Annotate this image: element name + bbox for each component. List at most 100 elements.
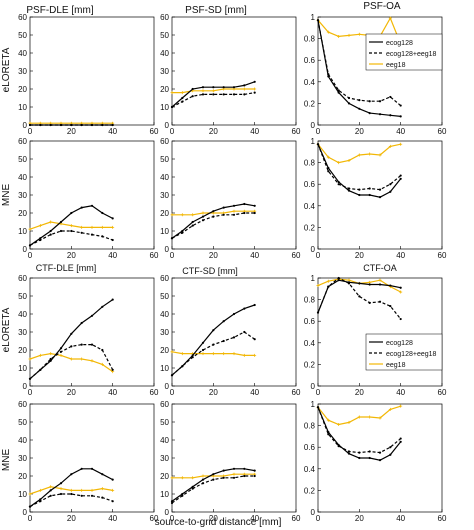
point-ecog128-eeg18 <box>337 183 340 186</box>
point-ecog128 <box>49 229 52 233</box>
point-ecog128-eeg18 <box>358 295 361 298</box>
point-ecog128 <box>70 211 73 215</box>
point-ecog128 <box>101 305 104 308</box>
x-tick-label: 40 <box>108 514 117 523</box>
panel-frame <box>317 140 443 250</box>
x-tick-label: 60 <box>150 514 159 523</box>
point-ecog128-eeg18 <box>201 219 205 222</box>
point-ecog128 <box>90 204 94 207</box>
point-ecog128-eeg18 <box>90 343 94 346</box>
x-tick-label: 0 <box>170 127 175 136</box>
point-ecog128 <box>212 210 215 213</box>
point-ecog128-eeg18 <box>191 95 194 98</box>
y-tick-label: 40 <box>160 310 169 319</box>
y-tick-label: 50 <box>18 292 27 301</box>
x-tick-label: 60 <box>150 388 159 397</box>
x-tick-label: 0 <box>316 251 321 260</box>
panel-frame <box>171 277 297 387</box>
series-line-ecog128-eeg18 <box>317 406 402 454</box>
point-ecog128-eeg18 <box>368 301 371 304</box>
point-eeg18 <box>232 209 236 213</box>
point-eeg18 <box>69 488 73 492</box>
point-eeg18 <box>201 474 205 478</box>
x-tick-label: 40 <box>396 388 405 397</box>
point-eeg18 <box>232 472 236 476</box>
y-tick-label: 60 <box>18 13 27 22</box>
point-ecog128-eeg18 <box>111 500 114 503</box>
point-ecog128 <box>368 456 371 460</box>
point-ecog128 <box>358 107 361 110</box>
point-ecog128-eeg18 <box>212 343 215 346</box>
y-tick-label: 20 <box>18 209 27 218</box>
point-ecog128-eeg18 <box>181 100 184 103</box>
point-eeg18 <box>191 213 195 217</box>
point-ecog128-eeg18 <box>222 339 225 343</box>
y-tick-label: 0.4 <box>304 339 316 348</box>
point-ecog128 <box>378 196 382 199</box>
point-eeg18 <box>368 152 372 156</box>
point-ecog128-eeg18 <box>327 170 330 173</box>
series-line-eeg18 <box>29 352 114 373</box>
point-ecog128 <box>201 341 205 344</box>
y-tick-label: 0 <box>165 121 170 130</box>
point-ecog128-eeg18 <box>368 450 371 453</box>
point-ecog128 <box>399 115 402 118</box>
point-ecog128 <box>59 220 63 224</box>
x-tick-label: 40 <box>108 388 117 397</box>
panel-0: 0 10 20 30 40 50 60 0 20 40 60 <box>18 13 159 136</box>
point-ecog128-eeg18 <box>389 304 392 308</box>
point-ecog128-eeg18 <box>232 476 236 479</box>
x-tick-label: 60 <box>292 388 301 397</box>
point-ecog128 <box>101 211 104 215</box>
y-tick-label: 0.6 <box>304 443 316 452</box>
point-ecog128-eeg18 <box>243 330 246 334</box>
point-ecog128 <box>39 123 42 127</box>
point-eeg18 <box>191 476 195 480</box>
col-title-ctf-dle: CTF-DLE [mm] <box>36 263 97 273</box>
point-ecog128-eeg18 <box>212 93 215 96</box>
point-ecog128 <box>201 215 205 218</box>
point-ecog128-eeg18 <box>399 104 402 107</box>
x-tick-label: 60 <box>438 388 447 397</box>
point-ecog128 <box>243 202 246 206</box>
point-ecog128 <box>337 91 340 94</box>
point-eeg18 <box>201 211 205 215</box>
point-eeg18 <box>90 225 94 229</box>
y-tick-label: 20 <box>18 85 27 94</box>
point-ecog128-eeg18 <box>378 100 382 103</box>
x-tick-label: 20 <box>67 514 76 523</box>
point-ecog128-eeg18 <box>389 95 392 99</box>
point-ecog128 <box>111 217 114 220</box>
y-tick-label: 0 <box>165 508 170 517</box>
point-ecog128 <box>389 453 392 456</box>
point-ecog128-eeg18 <box>347 450 351 453</box>
point-ecog128-eeg18 <box>347 96 351 100</box>
point-ecog128 <box>316 143 320 146</box>
point-eeg18 <box>111 225 115 229</box>
point-eeg18 <box>399 142 403 146</box>
point-ecog128 <box>201 478 205 481</box>
point-ecog128 <box>90 314 94 317</box>
point-ecog128 <box>253 303 256 307</box>
point-ecog128 <box>191 354 194 357</box>
point-ecog128 <box>111 123 114 127</box>
legend-label: ecog128 <box>386 340 413 347</box>
point-eeg18 <box>38 488 42 492</box>
y-tick-label: 0 <box>311 382 316 391</box>
y-tick-label: 60 <box>18 274 27 283</box>
series-line-ecog128 <box>171 304 255 376</box>
panel-frame <box>317 277 443 387</box>
point-ecog128 <box>90 467 94 470</box>
point-eeg18 <box>347 158 351 162</box>
y-tick-label: 0.8 <box>304 296 316 305</box>
point-eeg18 <box>399 290 403 294</box>
point-ecog128 <box>347 452 351 455</box>
point-ecog128 <box>337 443 340 447</box>
point-ecog128 <box>243 307 246 310</box>
y-tick-label: 50 <box>18 155 27 164</box>
y-tick-label: 0 <box>23 121 28 130</box>
point-ecog128 <box>389 284 392 287</box>
point-eeg18 <box>69 357 73 361</box>
point-eeg18 <box>337 161 341 165</box>
